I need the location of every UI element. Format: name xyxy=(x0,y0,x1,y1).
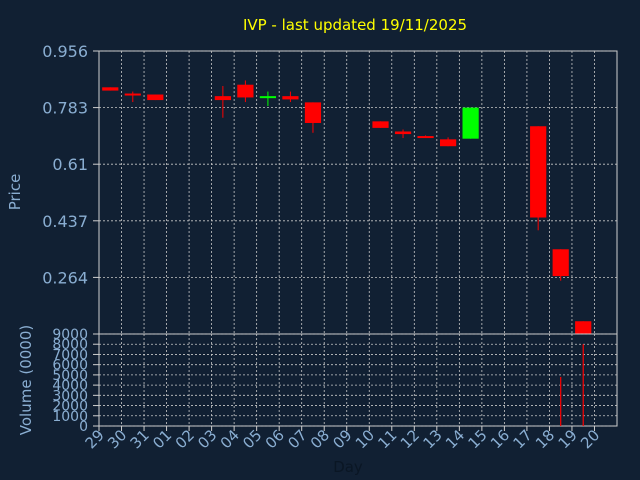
price-tick-label: 0.437 xyxy=(42,212,88,231)
x-axis-label: Day xyxy=(333,458,363,476)
price-tick-label: 0.956 xyxy=(42,42,88,61)
candle-body-12 xyxy=(417,136,434,139)
volume-tick-label: 8000 xyxy=(52,337,88,353)
candle-body-29 xyxy=(102,87,119,91)
volume-plot-frame xyxy=(98,333,618,427)
candle-body-17 xyxy=(530,126,547,218)
y-axis-label: Price xyxy=(6,174,24,211)
volume-tick-label: 9000 xyxy=(52,327,88,343)
volume-tick-label: 6000 xyxy=(52,358,88,374)
price-tick-label: 0.264 xyxy=(42,268,88,287)
candle-body-06 xyxy=(282,96,299,100)
candle-body-13 xyxy=(439,139,457,147)
x-tick-labels: 2930310102030405060708091011121314151617… xyxy=(82,426,603,452)
volume-tick-label: 0 xyxy=(79,419,88,435)
x-tick-label: 20 xyxy=(577,426,603,452)
candle-body-10 xyxy=(372,121,389,128)
volume-tick-label: 3000 xyxy=(52,388,88,404)
candle-body-30 xyxy=(124,93,141,96)
price-tick-label: 0.783 xyxy=(42,99,88,118)
candle-body-31 xyxy=(147,94,164,101)
candle-body-14 xyxy=(462,107,479,139)
price-tick-label: 0.61 xyxy=(52,155,88,174)
volume-axis-label: Volume (0000) xyxy=(17,325,35,435)
candle-body-18 xyxy=(552,249,569,277)
volume-tick-label: 1000 xyxy=(52,409,88,425)
volume-tick-label: 2000 xyxy=(52,399,88,415)
chart-title: IVP - last updated 19/11/2025 xyxy=(243,16,467,34)
candle-body-07 xyxy=(304,102,322,123)
volume-tick-label: 7000 xyxy=(52,347,88,363)
volume-tick-label: 4000 xyxy=(52,378,88,394)
price-panel: 0.956 0.783 0.61 0.437 0.264 xyxy=(42,42,618,335)
volume-tick-label: 5000 xyxy=(52,368,88,384)
candle-body-11 xyxy=(394,131,412,135)
candle-body-05 xyxy=(259,96,277,99)
candle-body-19 xyxy=(575,321,592,334)
candle-body-04 xyxy=(237,84,254,98)
candle-body-03 xyxy=(214,96,231,101)
